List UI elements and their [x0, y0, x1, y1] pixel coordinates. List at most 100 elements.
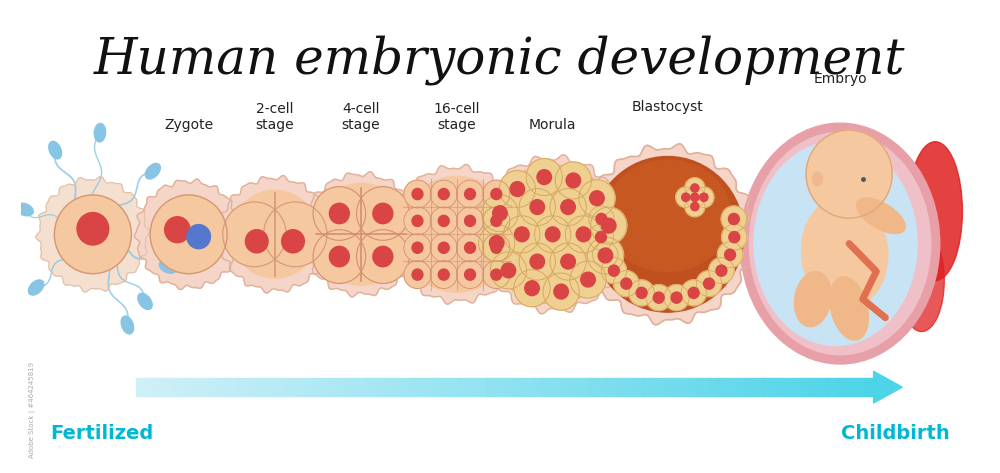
- Bar: [671, 378, 681, 396]
- Circle shape: [593, 242, 618, 268]
- Bar: [468, 378, 478, 396]
- Circle shape: [438, 215, 449, 227]
- Circle shape: [493, 206, 507, 220]
- Ellipse shape: [28, 280, 44, 295]
- Circle shape: [601, 258, 627, 284]
- Ellipse shape: [740, 123, 940, 364]
- Bar: [837, 378, 847, 396]
- Bar: [256, 378, 266, 396]
- Circle shape: [165, 217, 190, 243]
- Bar: [588, 378, 598, 396]
- Circle shape: [489, 236, 504, 250]
- Circle shape: [579, 180, 615, 217]
- Bar: [505, 378, 515, 396]
- Bar: [615, 378, 626, 396]
- Circle shape: [483, 207, 510, 235]
- Bar: [357, 378, 367, 396]
- Bar: [228, 378, 238, 396]
- Circle shape: [525, 281, 539, 296]
- Bar: [173, 378, 183, 396]
- Bar: [864, 378, 875, 396]
- Circle shape: [691, 184, 699, 192]
- Ellipse shape: [830, 277, 868, 340]
- Bar: [560, 378, 570, 396]
- Polygon shape: [217, 175, 333, 293]
- Bar: [514, 378, 524, 396]
- Bar: [735, 378, 745, 396]
- Circle shape: [691, 202, 699, 210]
- Circle shape: [404, 234, 431, 262]
- Circle shape: [313, 187, 366, 240]
- Polygon shape: [578, 144, 757, 325]
- Bar: [606, 378, 616, 396]
- Circle shape: [717, 242, 743, 268]
- Circle shape: [530, 200, 545, 214]
- Circle shape: [465, 242, 475, 254]
- Circle shape: [412, 215, 423, 227]
- Circle shape: [515, 227, 529, 242]
- Text: Human embryonic development: Human embryonic development: [94, 35, 906, 85]
- Circle shape: [685, 196, 705, 217]
- Circle shape: [150, 195, 227, 274]
- Circle shape: [479, 225, 515, 262]
- Circle shape: [482, 195, 518, 232]
- Bar: [265, 378, 275, 396]
- Circle shape: [646, 285, 671, 311]
- Circle shape: [504, 216, 540, 253]
- Bar: [210, 378, 220, 396]
- Circle shape: [357, 230, 409, 283]
- Ellipse shape: [159, 260, 177, 273]
- Bar: [763, 378, 773, 396]
- Ellipse shape: [899, 230, 944, 332]
- Bar: [145, 378, 155, 396]
- Circle shape: [491, 188, 502, 200]
- Polygon shape: [874, 371, 902, 403]
- Bar: [579, 378, 589, 396]
- Circle shape: [412, 188, 423, 200]
- Ellipse shape: [49, 141, 62, 159]
- Bar: [348, 378, 358, 396]
- Bar: [634, 378, 644, 396]
- Circle shape: [596, 213, 607, 225]
- Circle shape: [621, 278, 632, 289]
- Circle shape: [483, 234, 510, 262]
- Circle shape: [438, 188, 449, 200]
- Polygon shape: [388, 165, 526, 304]
- Text: Morula: Morula: [529, 118, 576, 132]
- Circle shape: [700, 193, 708, 201]
- Circle shape: [483, 180, 510, 208]
- Circle shape: [404, 261, 431, 289]
- Circle shape: [570, 261, 606, 298]
- Circle shape: [530, 254, 545, 269]
- Circle shape: [728, 213, 739, 225]
- Circle shape: [709, 258, 734, 284]
- Bar: [698, 378, 709, 396]
- Circle shape: [438, 242, 449, 254]
- Circle shape: [694, 187, 714, 208]
- Circle shape: [696, 271, 722, 297]
- Bar: [477, 378, 487, 396]
- Bar: [809, 378, 819, 396]
- Circle shape: [537, 170, 551, 184]
- Bar: [717, 378, 727, 396]
- Bar: [662, 378, 672, 396]
- Circle shape: [430, 207, 457, 235]
- Polygon shape: [36, 176, 150, 292]
- Bar: [154, 378, 165, 396]
- Text: Blastocyst: Blastocyst: [632, 100, 704, 114]
- Circle shape: [561, 200, 575, 214]
- Bar: [459, 378, 469, 396]
- Polygon shape: [474, 155, 631, 314]
- Circle shape: [329, 246, 349, 267]
- Circle shape: [329, 203, 349, 224]
- Bar: [597, 378, 607, 396]
- Bar: [366, 378, 377, 396]
- Circle shape: [691, 193, 699, 201]
- Circle shape: [465, 215, 475, 227]
- Circle shape: [685, 187, 705, 208]
- Circle shape: [313, 230, 366, 283]
- Bar: [791, 378, 801, 396]
- Circle shape: [554, 284, 568, 299]
- Bar: [440, 378, 450, 396]
- Text: Adobe Stock | #464245819: Adobe Stock | #464245819: [29, 362, 36, 458]
